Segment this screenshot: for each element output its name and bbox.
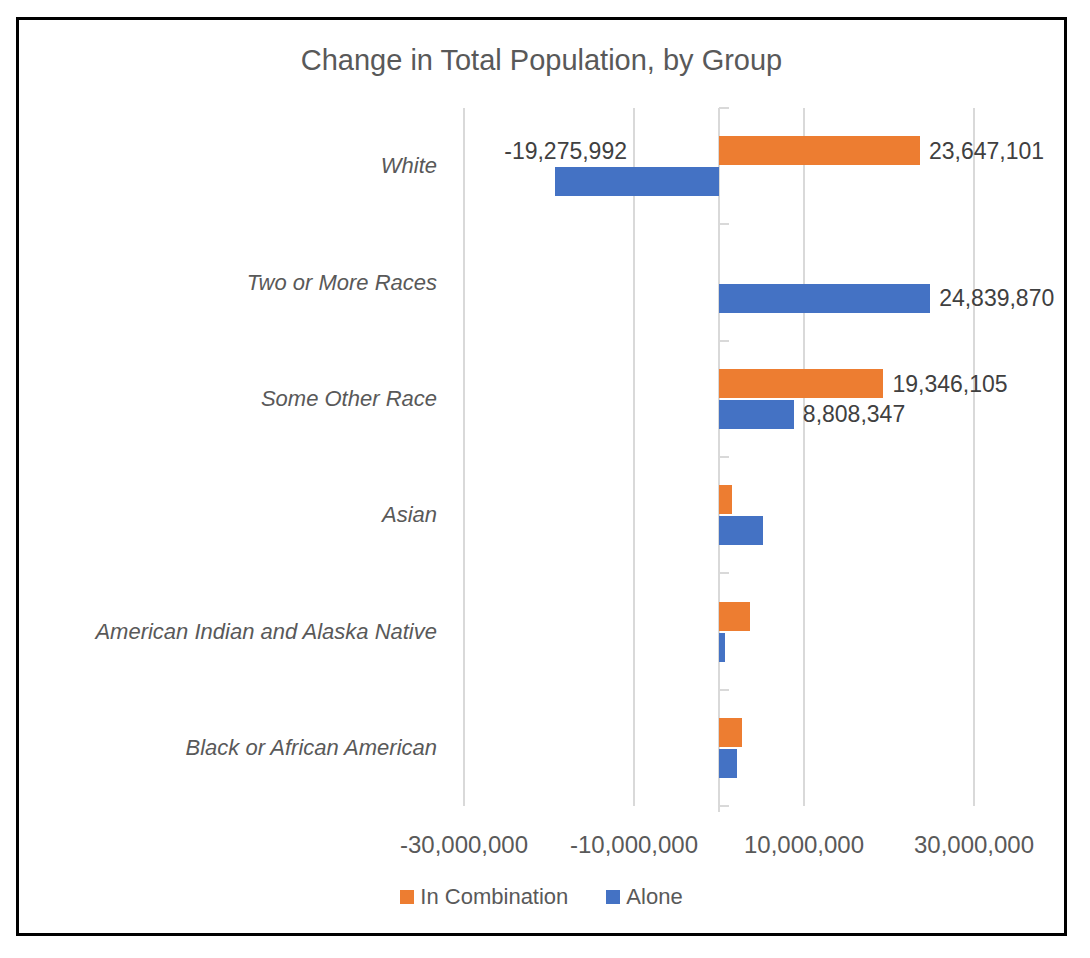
gridline xyxy=(973,108,975,806)
category-label: Some Other Race xyxy=(17,383,437,415)
data-label: 8,808,347 xyxy=(803,398,905,430)
axis-tick xyxy=(719,689,729,691)
category-label: Two or More Races xyxy=(17,267,437,299)
axis-tick xyxy=(719,456,729,458)
category-label: Asian xyxy=(17,499,437,531)
axis-tick xyxy=(719,805,729,807)
legend-item-alone: Alone xyxy=(606,884,682,910)
bar-alone xyxy=(719,633,725,662)
gridline xyxy=(463,108,465,806)
legend-swatch-in-combination-icon xyxy=(400,890,414,904)
bar-alone xyxy=(719,400,794,429)
bar-alone xyxy=(719,284,930,313)
legend-swatch-alone-icon xyxy=(606,890,620,904)
data-label: -19,275,992 xyxy=(367,135,627,167)
legend: In Combination Alone xyxy=(16,884,1067,910)
bar-in-combination xyxy=(719,136,920,165)
legend-label-alone: Alone xyxy=(626,884,682,910)
x-axis-tick-label: 30,000,000 xyxy=(874,830,1074,860)
bar-in-combination xyxy=(719,369,883,398)
axis-tick xyxy=(719,572,729,574)
bar-alone xyxy=(555,167,719,196)
legend-label-in-combination: In Combination xyxy=(420,884,568,910)
bar-alone xyxy=(719,516,763,545)
bar-alone xyxy=(719,749,737,778)
zero-axis-tick xyxy=(718,806,720,812)
bar-in-combination xyxy=(719,718,742,747)
category-label: Black or African American xyxy=(17,732,437,764)
data-label: 24,839,870 xyxy=(939,282,1054,314)
bar-in-combination xyxy=(719,602,750,631)
chart-canvas: Change in Total Population, by Group -30… xyxy=(0,0,1090,958)
gridline xyxy=(803,108,805,806)
data-label: 23,647,101 xyxy=(929,135,1044,167)
axis-tick xyxy=(719,107,729,109)
axis-tick xyxy=(719,223,729,225)
category-label: American Indian and Alaska Native xyxy=(17,616,437,648)
chart-title: Change in Total Population, by Group xyxy=(16,42,1067,78)
data-label: 19,346,105 xyxy=(892,368,1007,400)
gridline xyxy=(633,108,635,806)
axis-tick xyxy=(719,340,729,342)
bar-in-combination xyxy=(719,485,732,514)
legend-item-in-combination: In Combination xyxy=(400,884,568,910)
